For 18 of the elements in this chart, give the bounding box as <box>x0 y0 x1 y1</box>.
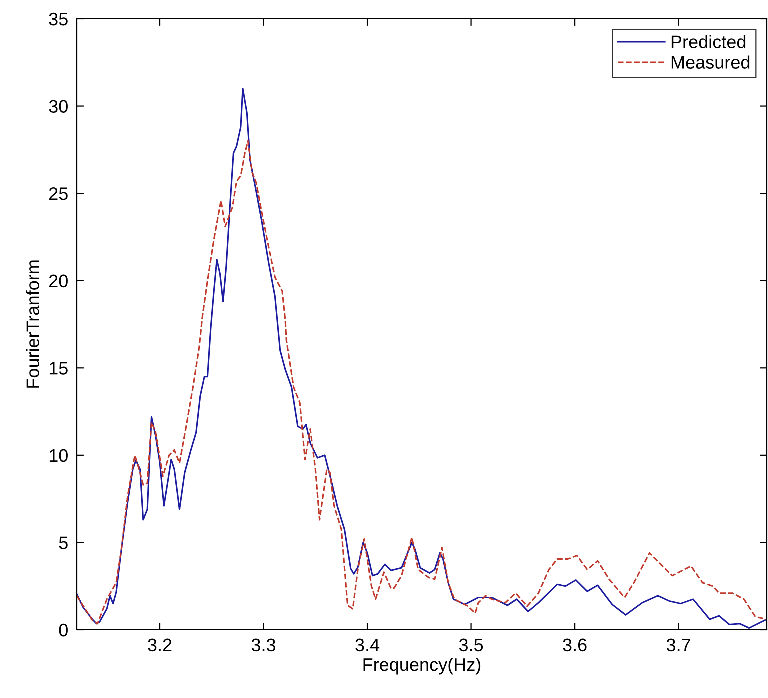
y-tick-label: 25 <box>49 188 68 200</box>
legend-label: Predicted <box>672 35 746 49</box>
y-tick-label: 20 <box>49 274 68 288</box>
y-tick-label: 35 <box>49 12 68 26</box>
legend-label: Measured <box>672 56 750 69</box>
x-tick-label: 3.5 <box>459 638 484 652</box>
y-tick-label: 15 <box>50 362 68 375</box>
y-axis-title: FourierTranform <box>26 260 40 388</box>
x-tick-label: 3.2 <box>148 638 172 652</box>
x-tick-label: 3.6 <box>563 638 587 652</box>
x-axis-title: Frequency(Hz) <box>364 658 481 675</box>
y-tick-label: 0 <box>59 624 68 637</box>
y-tick-label: 5 <box>59 536 68 550</box>
y-tick-label: 10 <box>50 449 68 462</box>
x-tick-label: 3.7 <box>666 638 690 652</box>
x-tick-label: 3.4 <box>356 638 380 652</box>
x-tick-label: 3.3 <box>252 638 276 652</box>
y-tick-label: 30 <box>49 100 68 114</box>
